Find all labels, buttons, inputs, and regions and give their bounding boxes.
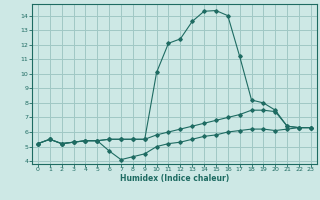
X-axis label: Humidex (Indice chaleur): Humidex (Indice chaleur): [120, 174, 229, 183]
